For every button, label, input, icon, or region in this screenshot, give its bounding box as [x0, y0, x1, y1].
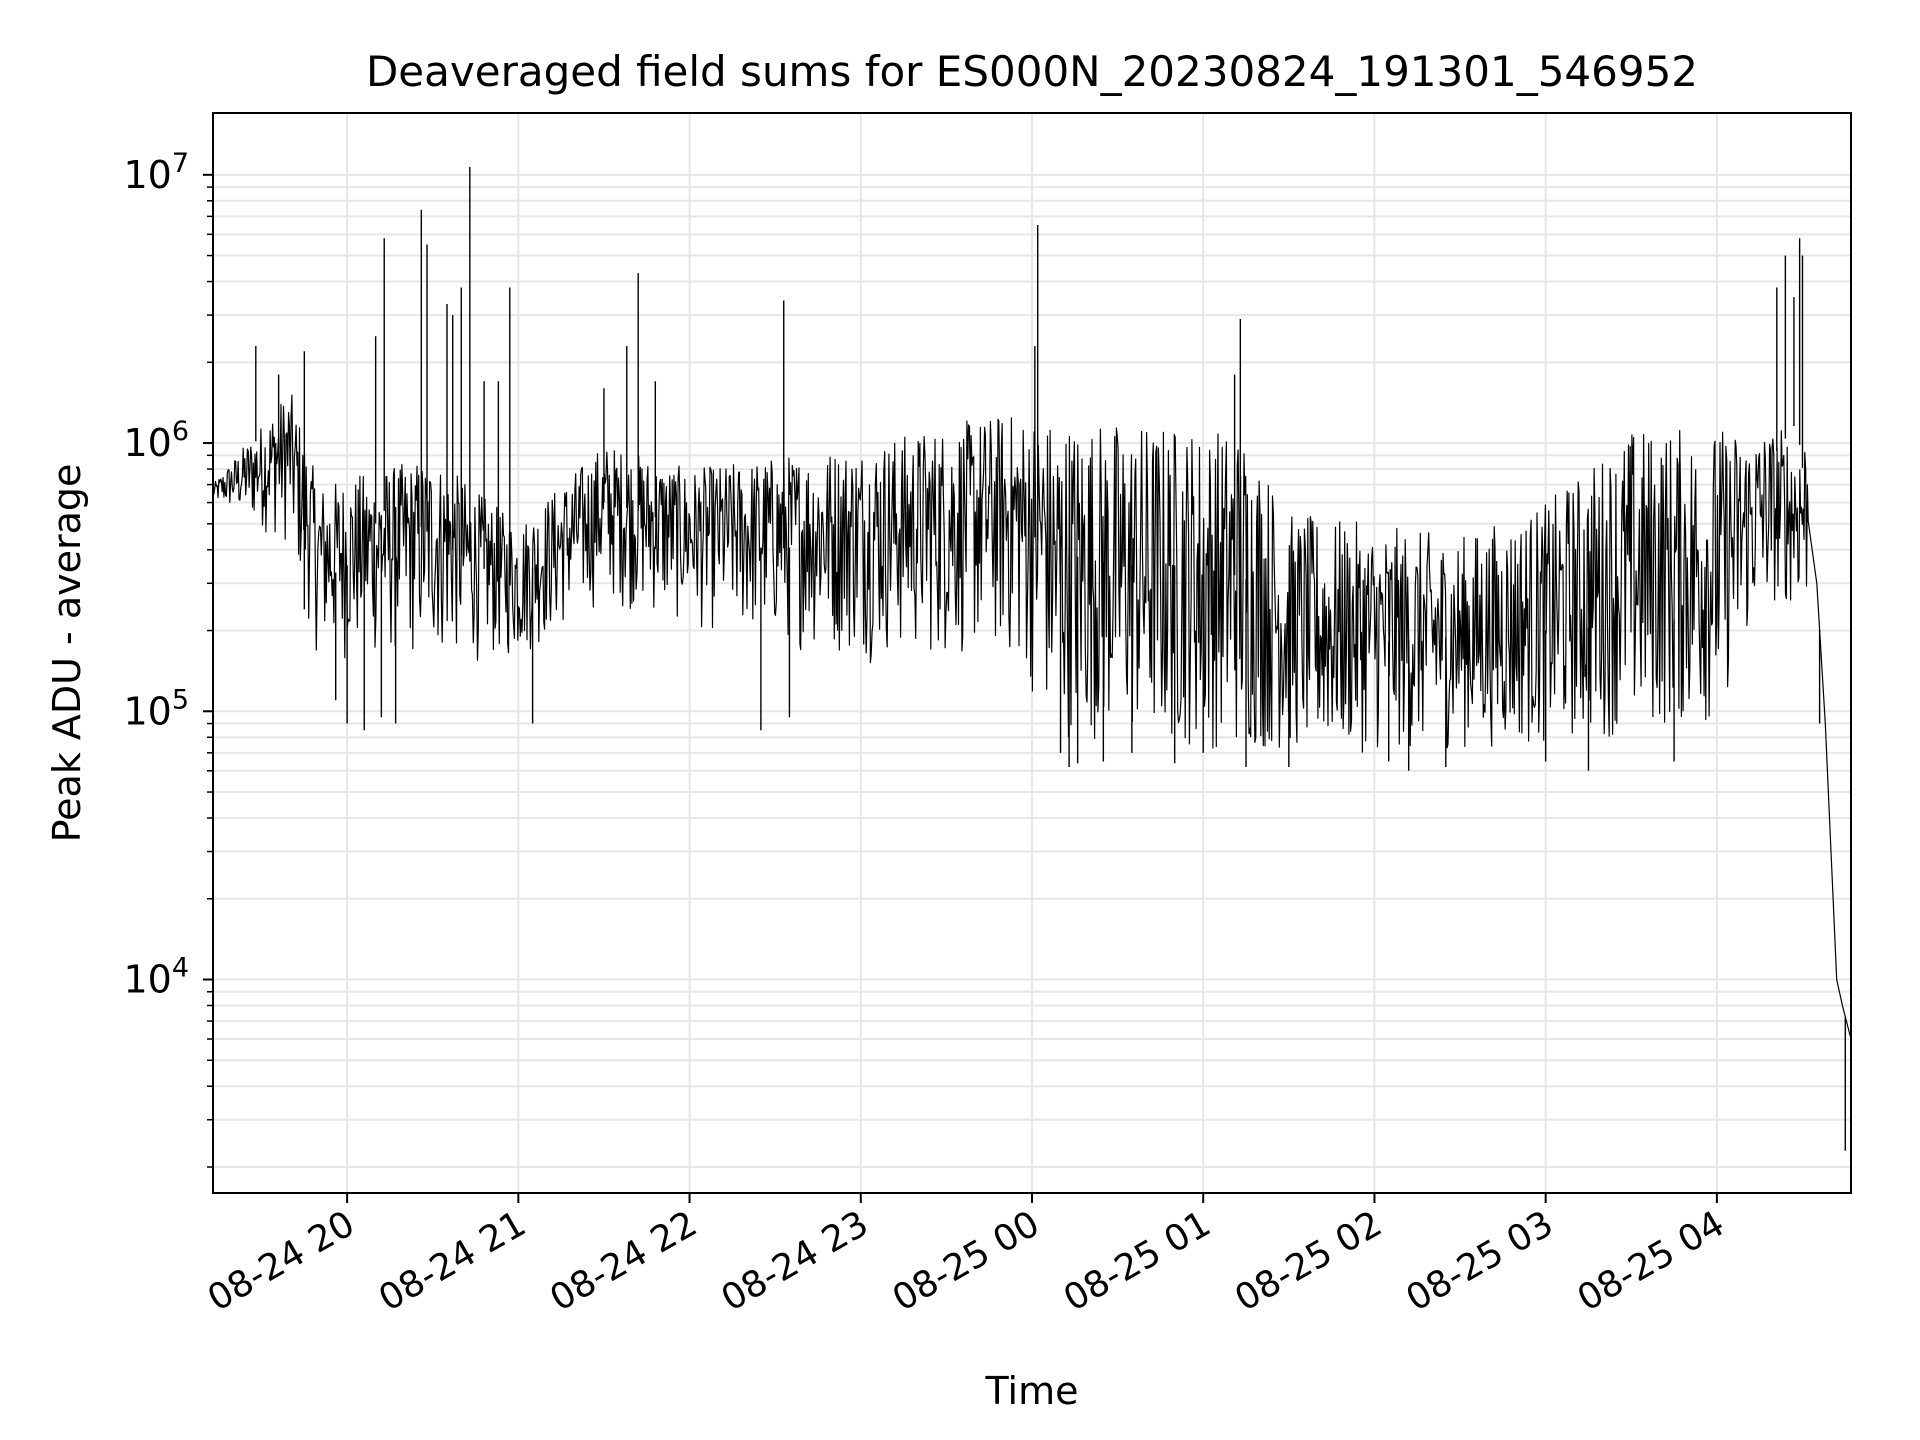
y-axis-label: Peak ADU - average: [45, 464, 89, 843]
series-layer: [213, 166, 1851, 1151]
y-tick-label: 104: [123, 953, 189, 1002]
series-line: [213, 394, 1851, 1040]
y-tick-label: 105: [123, 684, 189, 733]
y-tick-label: 107: [123, 148, 189, 197]
y-axis: 104 105 106 107: [123, 148, 213, 1168]
x-axis-label: Time: [985, 1369, 1079, 1413]
chart-title: Deaveraged field sums for ES000N_2023082…: [366, 47, 1698, 96]
y-tick-label: 106: [123, 416, 189, 465]
